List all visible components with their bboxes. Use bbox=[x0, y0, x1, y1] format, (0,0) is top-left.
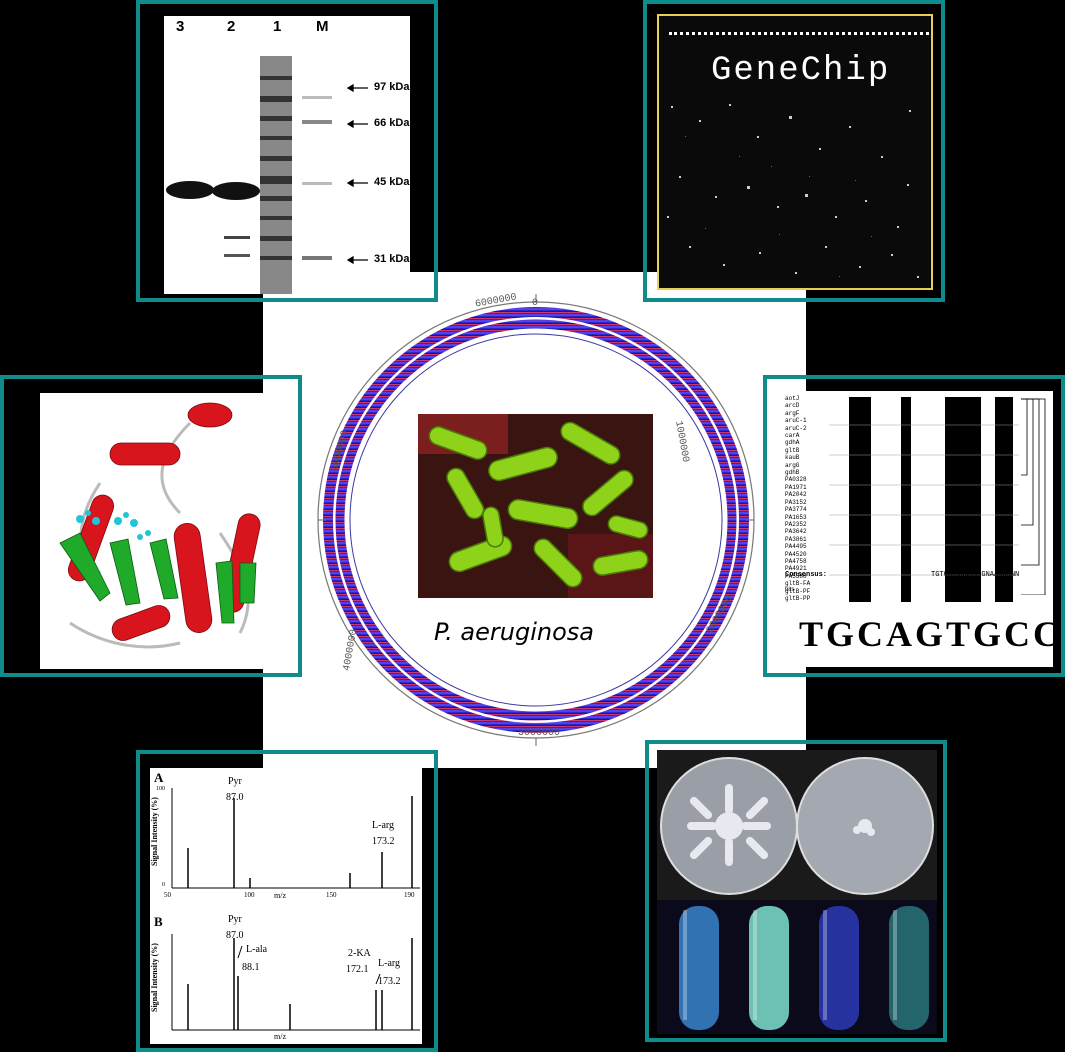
gene-label: aotJ bbox=[785, 395, 800, 402]
alignment-image: aotJ arcD argF aruC-1 aruC-2 carA gdhA gltB kauB… bbox=[781, 391, 1061, 667]
ms-ylabel-b: Signal Intensity (%) bbox=[150, 943, 159, 1012]
gene-label: PA3642 bbox=[785, 528, 807, 536]
lane-label-1: 1 bbox=[273, 18, 282, 35]
marker-45: 45 kDa bbox=[374, 176, 410, 188]
gel-image: 3 2 1 M bbox=[164, 16, 410, 294]
gene-label: PA5388 bbox=[785, 572, 807, 580]
fluorescent-tubes bbox=[657, 900, 937, 1034]
gene-label: argG bbox=[785, 461, 800, 469]
ms-xtick-150: 150 bbox=[326, 891, 337, 899]
genechip-image: GeneChip bbox=[657, 14, 933, 290]
gene-label: PA2352 bbox=[785, 520, 807, 528]
gene-label: gltB-FA bbox=[785, 580, 811, 588]
phenotype-image bbox=[657, 750, 937, 1034]
gene-label: aruC-2 bbox=[785, 424, 807, 432]
ms-b-2ka-mz: 172.1 bbox=[346, 964, 369, 975]
genome-circle bbox=[317, 294, 755, 746]
ms-a-larg: L-arg bbox=[372, 820, 395, 831]
lane-label-m: M bbox=[316, 18, 329, 35]
gene-label: PA3774 bbox=[785, 506, 807, 514]
gene-label: PA3152 bbox=[785, 498, 807, 506]
lane-label-2: 2 bbox=[227, 18, 236, 35]
gene-label: PA1653 bbox=[785, 513, 807, 521]
ms-spectra bbox=[171, 788, 420, 1031]
lane-label-3: 3 bbox=[176, 18, 185, 35]
gel-lanes bbox=[166, 56, 368, 294]
method-brackets bbox=[1021, 398, 1046, 595]
ms-a-pyr: Pyr bbox=[228, 776, 242, 787]
petri-dishes bbox=[657, 750, 937, 900]
ms-b-lala-mz: 88.1 bbox=[242, 962, 260, 973]
phenotype-panel bbox=[645, 740, 947, 1042]
consensus-label: Consensus: bbox=[785, 571, 828, 579]
ms-a-larg-mz: 173.2 bbox=[372, 836, 395, 847]
ms-ytick-100: 100 bbox=[156, 786, 165, 792]
logo-axis: bits bbox=[785, 587, 795, 593]
genome-tick-0: 0 bbox=[532, 298, 539, 309]
gene-list: aotJ arcD argF aruC-1 aruC-2 carA gdhA gltB kauB… bbox=[785, 395, 810, 602]
gene-label: argF bbox=[785, 409, 800, 417]
ms-ytick-0: 0 bbox=[162, 882, 165, 888]
gene-label: PA2042 bbox=[785, 491, 807, 499]
protein-ribbon bbox=[40, 393, 298, 669]
ms-panel-b-tag: B bbox=[154, 914, 163, 929]
marker-66: 66 kDa bbox=[374, 117, 410, 129]
ms-xtick-190: 190 bbox=[404, 891, 415, 899]
ms-panel-a-tag: A bbox=[154, 770, 164, 785]
gene-label: PA4495 bbox=[785, 543, 807, 551]
ms-xtick-50: 50 bbox=[164, 891, 171, 899]
mass-spec-panel: A B Pyr bbox=[136, 750, 438, 1052]
genome-tick-3000000: 3000000 bbox=[518, 728, 561, 739]
ms-xtick-100: 100 bbox=[244, 891, 255, 899]
gene-label: aruC-1 bbox=[785, 417, 807, 425]
ms-b-larg-mz: 173.2 bbox=[378, 976, 401, 987]
ms-b-lala: L-ala bbox=[246, 944, 268, 955]
gene-label: PA4921 bbox=[785, 565, 807, 573]
gene-label: PA4758 bbox=[785, 557, 807, 565]
marker-31: 31 kDa bbox=[374, 253, 410, 265]
protein-structure-panel bbox=[0, 375, 302, 677]
gene-label: gdhA bbox=[785, 439, 800, 447]
ms-ylabel-a: Signal Intensity (%) bbox=[150, 797, 159, 866]
gene-label: carA bbox=[785, 432, 800, 440]
gene-label: arcD bbox=[785, 402, 800, 410]
genechip-panel: GeneChip bbox=[643, 0, 945, 302]
consensus-sequence: TGTCGCNNNNNNGNAANNNNN bbox=[931, 571, 1020, 579]
ms-b-2ka: 2-KA bbox=[348, 948, 371, 959]
chip-border-line bbox=[669, 32, 929, 35]
microarray-dots bbox=[667, 104, 919, 278]
ms-b-pyr: Pyr bbox=[228, 914, 242, 925]
genechip-label: GeneChip bbox=[711, 52, 891, 90]
gene-label: PA1971 bbox=[785, 483, 807, 491]
marker-97: 97 kDa bbox=[374, 81, 410, 93]
gene-label: PA4520 bbox=[785, 550, 807, 558]
gene-label: gdhB bbox=[785, 469, 800, 477]
gene-label: gltB-PP bbox=[785, 594, 811, 602]
gene-label: gltB-PF bbox=[785, 587, 811, 595]
mass-spec-image: A B Pyr bbox=[150, 768, 422, 1044]
alignment-panel: aotJ arcD argF aruC-1 aruC-2 carA gdhA gltB kauB… bbox=[763, 375, 1065, 677]
sequence-block bbox=[829, 397, 1019, 602]
bacteria-micrograph bbox=[418, 414, 653, 598]
ms-xlabel-a: m/z bbox=[274, 891, 286, 900]
ms-xlabel-b: m/z bbox=[274, 1032, 286, 1041]
gene-label: kauB bbox=[785, 454, 800, 462]
species-label: P. aeruginosa bbox=[434, 618, 594, 646]
ms-b-larg: L-arg bbox=[378, 958, 401, 969]
ms-a-pyr-mz: 87.0 bbox=[226, 792, 244, 803]
gene-label: PA0328 bbox=[785, 476, 807, 484]
gene-label: gltB bbox=[785, 446, 800, 454]
gel-panel: 3 2 1 M bbox=[136, 0, 438, 302]
sequence-logo: TGCAGTGCCGAA bbox=[799, 614, 1063, 654]
ms-b-pyr-mz: 87.0 bbox=[226, 930, 244, 941]
gene-label: PA3861 bbox=[785, 535, 807, 543]
